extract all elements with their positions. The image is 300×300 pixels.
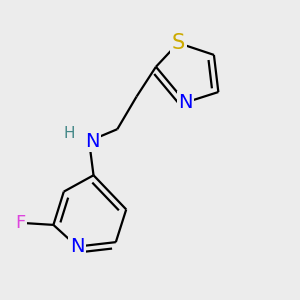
Text: F: F [16,214,26,232]
Text: N: N [85,132,99,151]
Text: H: H [64,126,76,141]
Text: N: N [70,237,84,256]
Text: N: N [178,93,193,112]
Text: S: S [172,33,185,53]
